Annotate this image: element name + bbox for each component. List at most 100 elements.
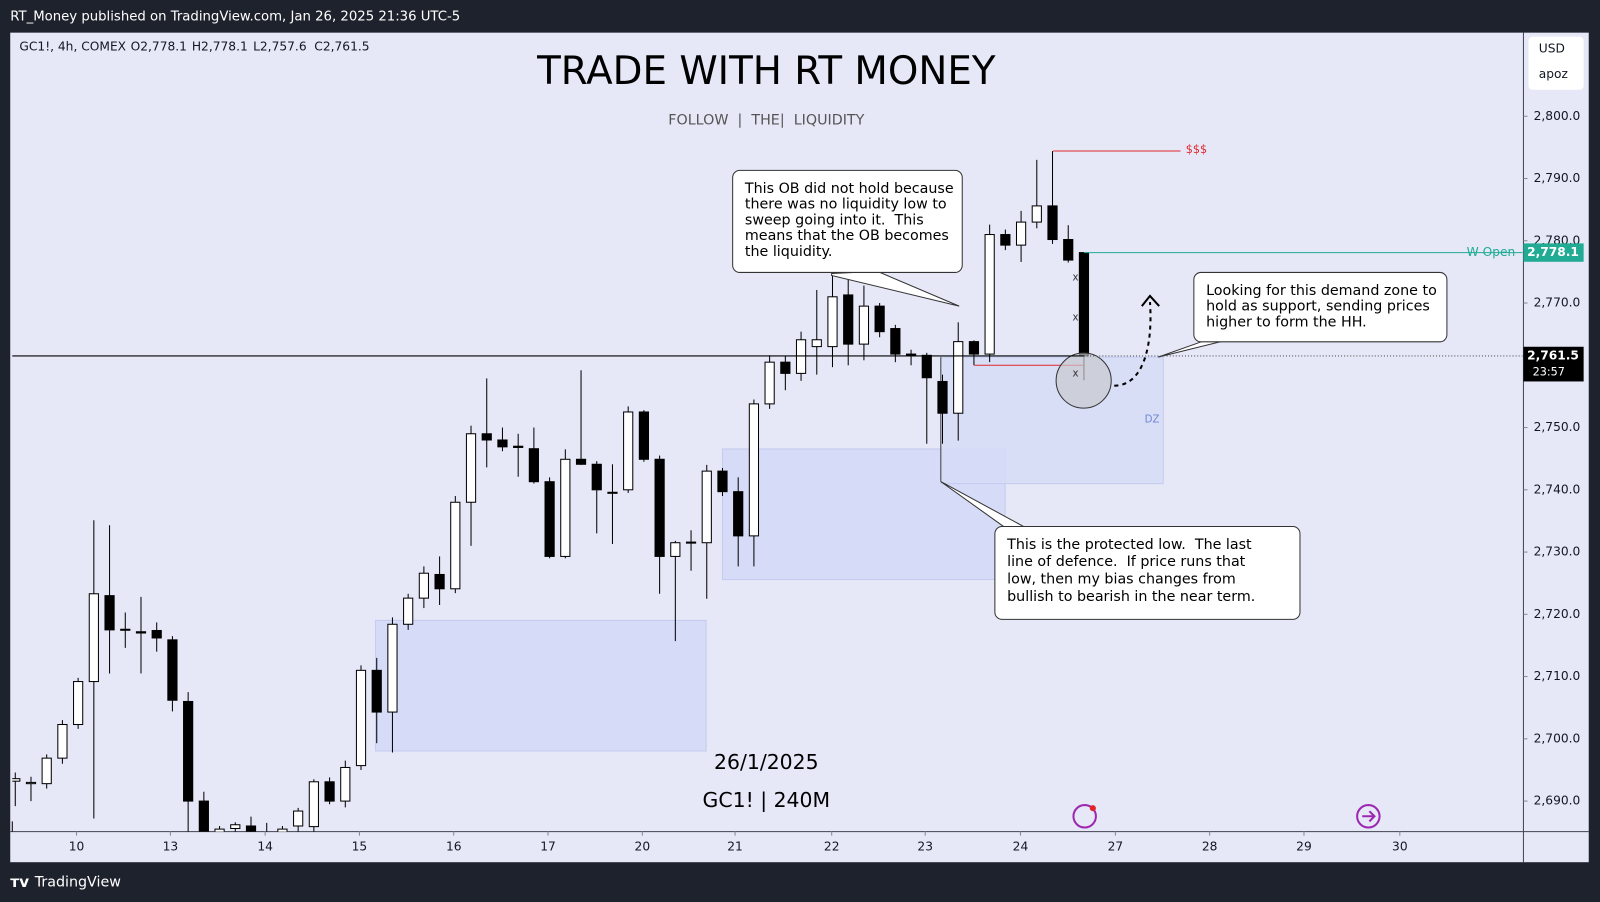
annotation-line: This is the protected low. The last (1006, 537, 1252, 553)
candle-body (481, 433, 492, 441)
candle-body (905, 353, 917, 356)
annotation-line: the liquidity. (745, 244, 833, 260)
candle-body (874, 305, 885, 333)
candle-body (780, 361, 791, 374)
candle-body (25, 781, 37, 785)
candle-body (245, 825, 257, 832)
annotation-line: low, then my bias changes from (1007, 572, 1236, 588)
candle-body (183, 700, 194, 802)
candle-body (811, 339, 822, 348)
candle-body (230, 824, 241, 829)
title: TRADE WITH RT MONEY (536, 49, 996, 94)
brand-logo: ᴛᴠ (10, 873, 29, 891)
y-tick-label: 2,740.0 (1534, 482, 1581, 496)
candle-body (984, 234, 995, 355)
candle-body (340, 766, 351, 802)
demand-zone (940, 356, 1164, 485)
candle-body (324, 781, 335, 802)
candle-body (623, 411, 634, 491)
candle-body (560, 458, 571, 557)
candle-body (293, 810, 304, 827)
candle-body (733, 491, 744, 537)
candle-body (1015, 221, 1027, 246)
annotation-line: line of defence. If price runs that (1007, 554, 1246, 570)
x-tick-label: 10 (69, 839, 85, 853)
w-open-label: W Open (1467, 245, 1516, 259)
candle-body (104, 595, 115, 631)
legend-open: O2,778.1 (131, 39, 187, 53)
candle-body (890, 328, 901, 355)
candle-body (1078, 252, 1090, 357)
candle-body (387, 623, 398, 713)
candle-body (748, 403, 760, 537)
event-dot (1089, 805, 1096, 812)
arrow-head (1141, 294, 1160, 307)
y-tick-label: 2,770.0 (1534, 296, 1581, 310)
x-tick-label: 13 (163, 839, 179, 853)
x-tick-label: 24 (1013, 839, 1029, 853)
candle-body (450, 501, 461, 590)
candle-body (403, 597, 414, 625)
legend-low: L2,757.6 (253, 39, 307, 53)
annotation-line: bullish to bearish in the near term. (1007, 589, 1255, 605)
candle-body (764, 361, 775, 405)
y-tick-label: 2,750.0 (1534, 420, 1581, 434)
candle-body (135, 631, 147, 634)
date-label: 26/1/2025 (714, 750, 819, 774)
x-tick-label: 15 (352, 839, 368, 853)
candle-body (57, 724, 68, 759)
candle-body (497, 439, 508, 448)
currency-box[interactable] (1528, 36, 1584, 90)
candle-body (701, 470, 712, 544)
subtitle: FOLLOW | THE| LIQUIDITY (668, 112, 864, 128)
scale-label: apoz (1539, 67, 1568, 81)
candle-body (921, 354, 932, 379)
y-tick-label: 2,700.0 (1534, 731, 1581, 745)
event-icon[interactable] (1072, 804, 1097, 829)
x-tick-label: 29 (1296, 839, 1312, 853)
x-tick-label: 30 (1392, 839, 1408, 853)
annotation-line: there was no liquidity low to (745, 197, 947, 213)
candle-body (827, 296, 838, 348)
candle-body (953, 341, 964, 414)
candle-body (717, 470, 728, 493)
price-tag-label: 2,778.1 (1527, 245, 1579, 259)
y-tick-label: 2,690.0 (1534, 794, 1581, 808)
projection-arrow (1114, 301, 1152, 387)
candle-body (654, 458, 665, 557)
annotation-line: means that the OB becomes (745, 228, 949, 244)
x-mark: x (1072, 368, 1078, 379)
x-tick-label: 22 (824, 839, 840, 853)
candle-body (465, 433, 477, 503)
candles (12, 151, 1090, 832)
candle-body (670, 542, 681, 557)
legend-close: C2,761.5 (314, 39, 369, 53)
candle-body (591, 463, 602, 491)
y-tick-label: 2,720.0 (1534, 607, 1581, 621)
currency: USD (1539, 41, 1565, 55)
candle-body (167, 639, 178, 701)
candle-body (843, 294, 854, 345)
candle-body (1031, 205, 1042, 223)
y-tick-label: 2,710.0 (1534, 669, 1581, 683)
symbol-label: GC1! | 240M (703, 788, 831, 813)
callout (1193, 271, 1448, 343)
candle-body (528, 448, 539, 483)
replay-icon[interactable] (1356, 804, 1381, 829)
candle-body (151, 629, 162, 639)
candle-body (434, 573, 445, 590)
candle-body (937, 380, 948, 414)
brand: TradingView (34, 875, 122, 891)
price-tag-label: 2,761.5 (1527, 348, 1579, 362)
zone-label: DZ (1145, 414, 1160, 425)
candle-body (355, 669, 367, 767)
candle-body (41, 757, 52, 785)
candle-body (1000, 234, 1011, 246)
x-tick-label: 21 (727, 839, 743, 853)
candle-body (308, 781, 319, 828)
candle-body (371, 669, 382, 713)
y-tick-label: 2,790.0 (1534, 171, 1581, 185)
x-tick-label: 20 (635, 839, 651, 853)
candle-body (1047, 205, 1058, 241)
